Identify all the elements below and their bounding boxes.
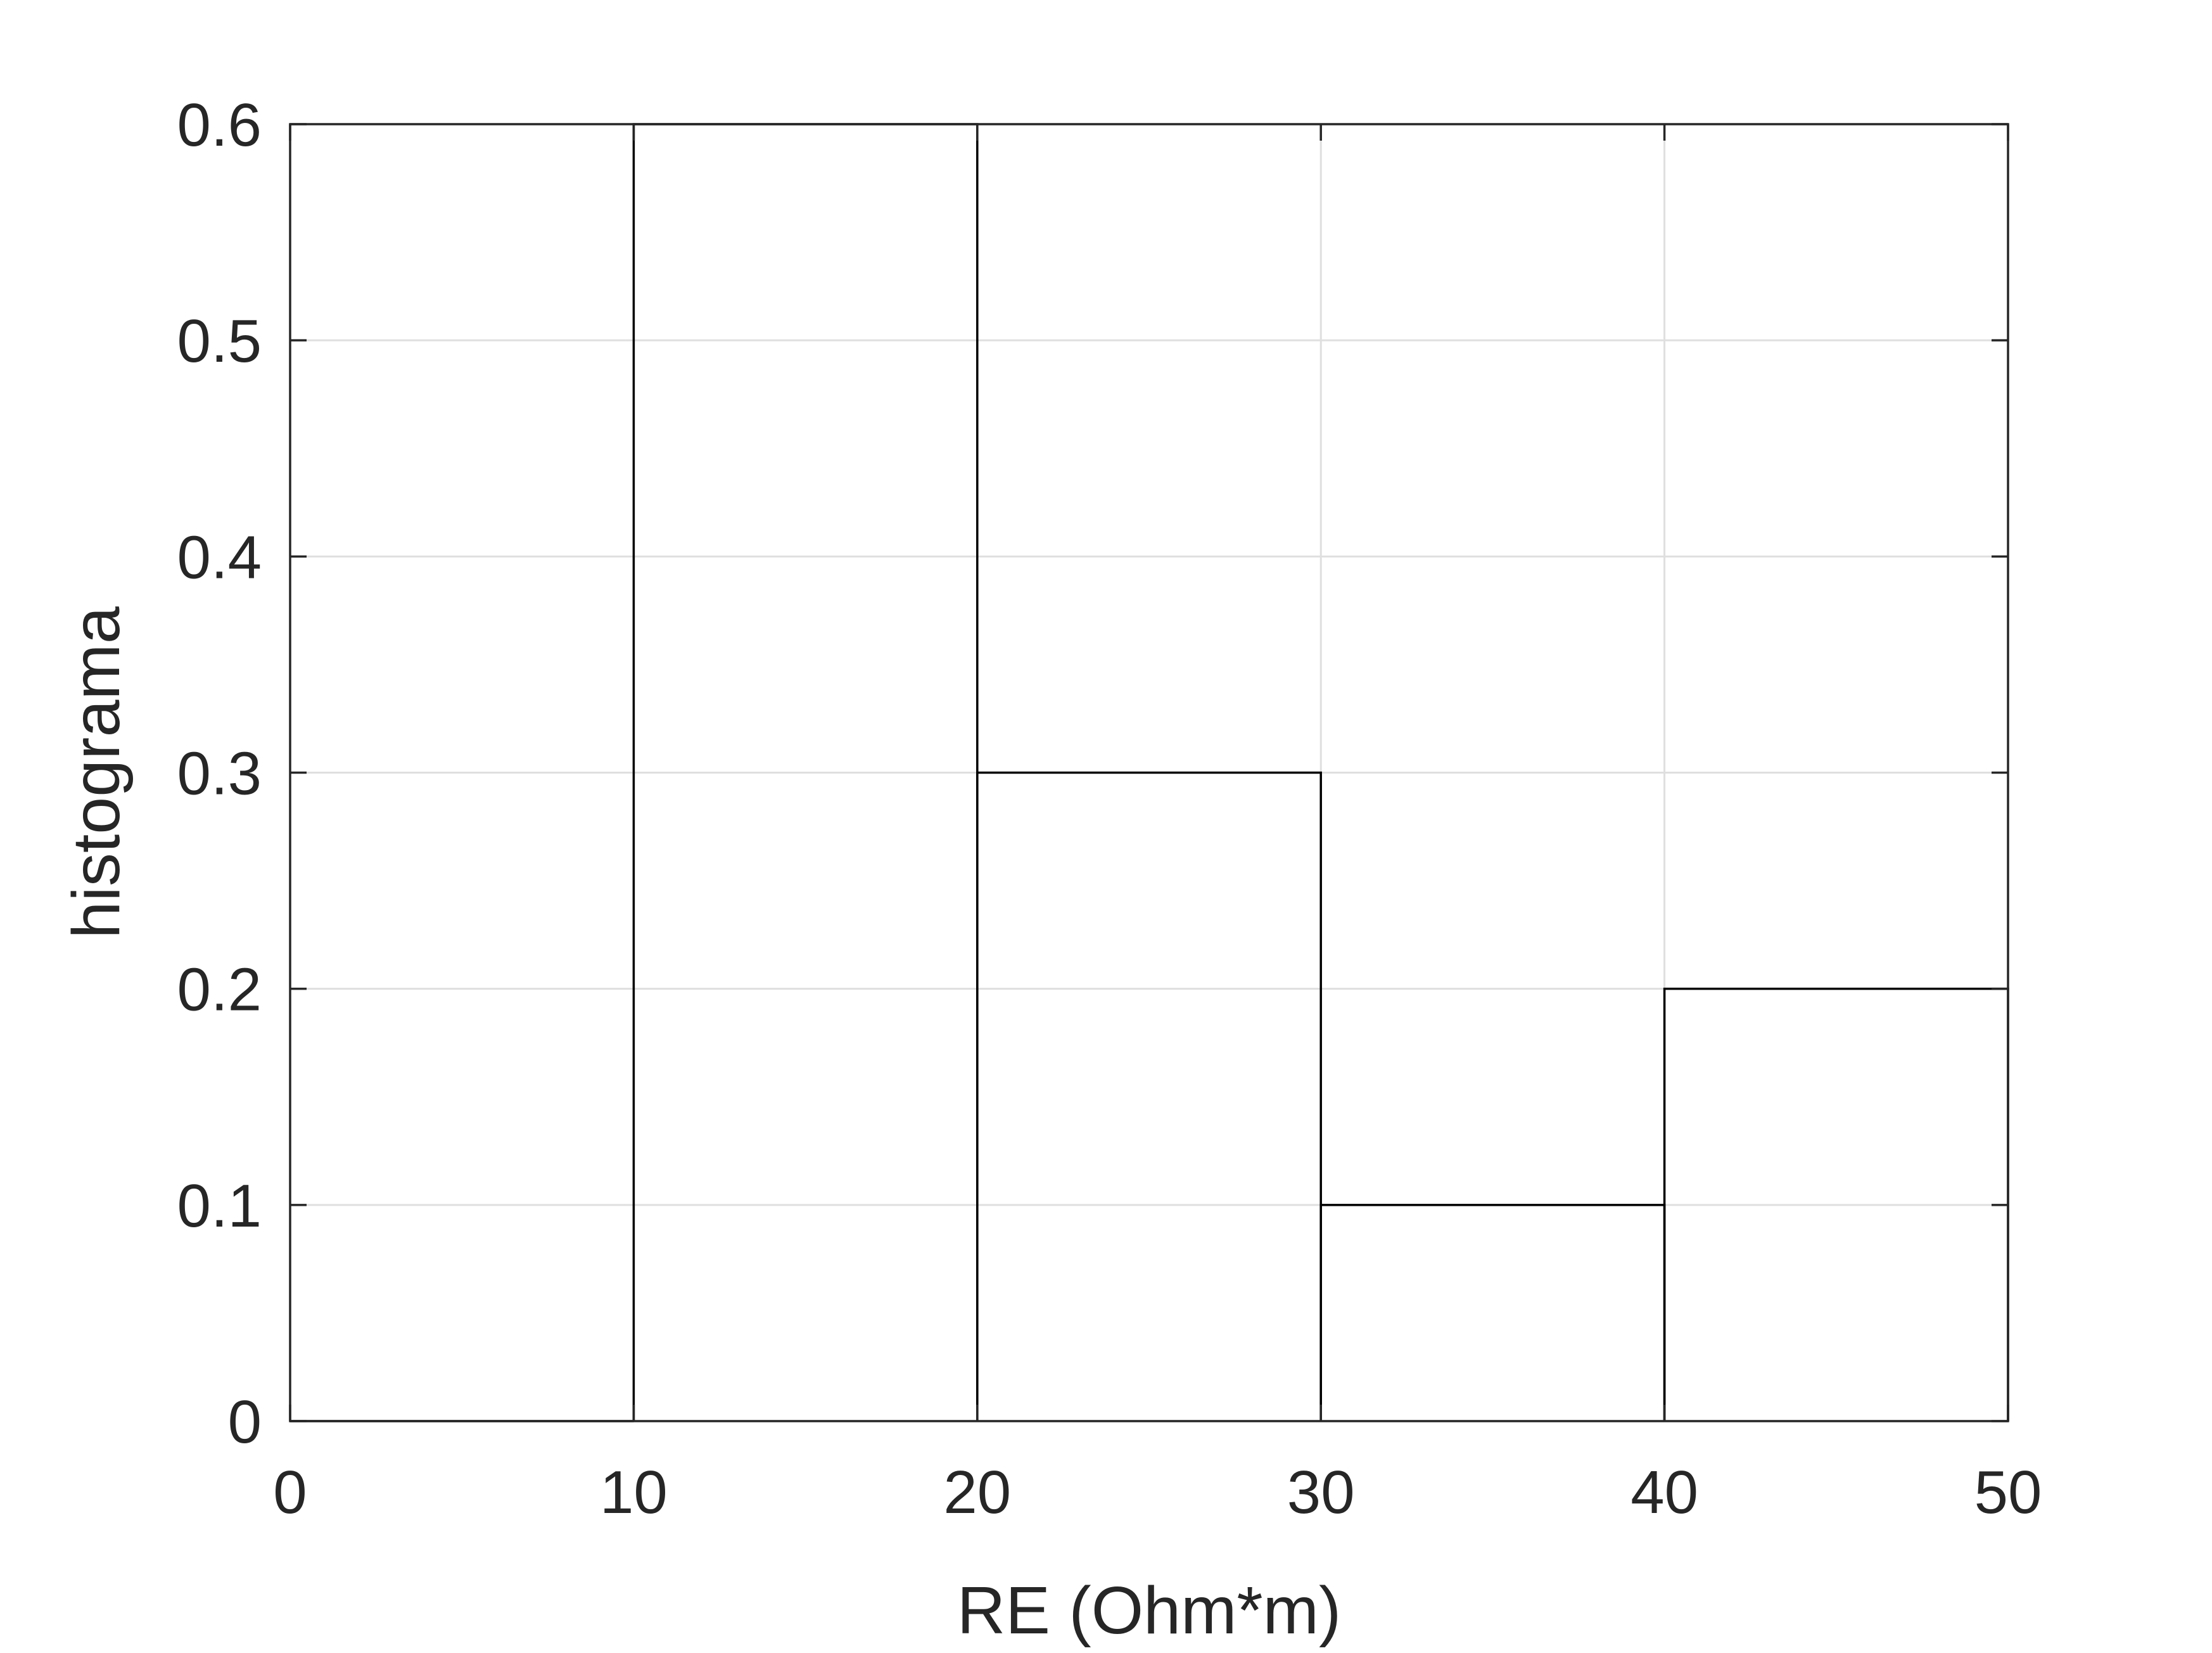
x-tick-label: 10: [600, 1458, 668, 1526]
x-tick-label: 0: [273, 1458, 307, 1526]
y-tick-label: 0.5: [177, 307, 262, 375]
y-tick-label: 0.1: [177, 1172, 262, 1240]
x-tick-label: 30: [1287, 1458, 1355, 1526]
axes-box: [289, 123, 2009, 1422]
y-tick-label: 0.2: [177, 956, 262, 1024]
x-tick-label: 40: [1630, 1458, 1698, 1526]
y-tick-label: 0.3: [177, 740, 262, 808]
y-axis-label: histograma: [59, 606, 134, 938]
histogram-bar: [976, 771, 1322, 1421]
y-tick-labels: 0 0.1 0.2 0.3 0.4 0.5 0.6: [177, 91, 262, 1456]
x-tick-label: 20: [943, 1458, 1011, 1526]
x-axis-label: RE (Ohm*m): [957, 1573, 1342, 1648]
y-tick-label: 0: [228, 1388, 262, 1456]
x-tick-label: 50: [1974, 1458, 2042, 1526]
y-tick-label: 0.6: [177, 91, 262, 159]
x-tick-labels: 0 10 20 30 40 50: [273, 1458, 2042, 1526]
y-tick-label: 0.4: [177, 523, 262, 591]
